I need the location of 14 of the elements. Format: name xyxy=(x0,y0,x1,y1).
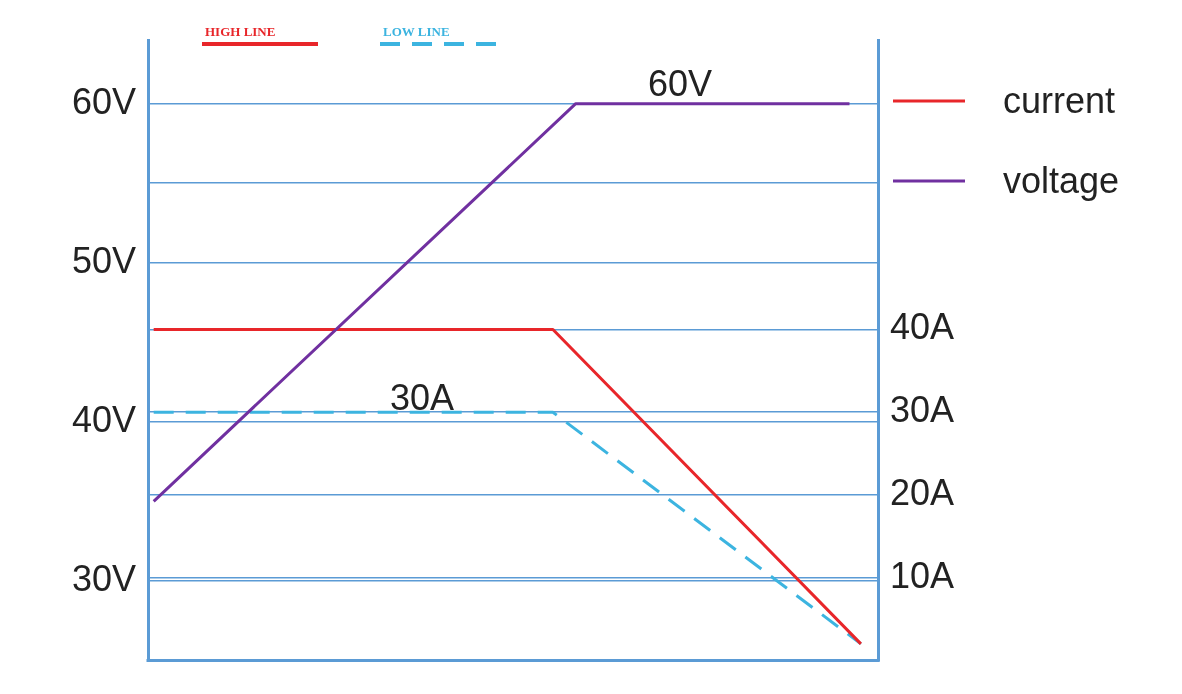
annotation: 60V xyxy=(647,63,713,104)
y-tick-label: 30V xyxy=(71,557,136,599)
text: LOW LINE xyxy=(383,24,450,39)
y2-tick-label: 40A xyxy=(890,306,955,348)
y-tick-label: 60V xyxy=(71,80,136,122)
y2-tick-label: 20A xyxy=(890,471,955,513)
y-tick-label: 40V xyxy=(71,398,136,440)
annotation: 30A xyxy=(389,377,455,418)
y2-tick-label: 10A xyxy=(890,554,955,596)
y2-tick-label: 30A xyxy=(890,389,955,431)
legend-label: voltage xyxy=(1003,160,1120,201)
y-tick-label: 50V xyxy=(71,239,136,281)
text: HIGH LINE xyxy=(205,24,276,39)
text: current xyxy=(1003,80,1116,121)
